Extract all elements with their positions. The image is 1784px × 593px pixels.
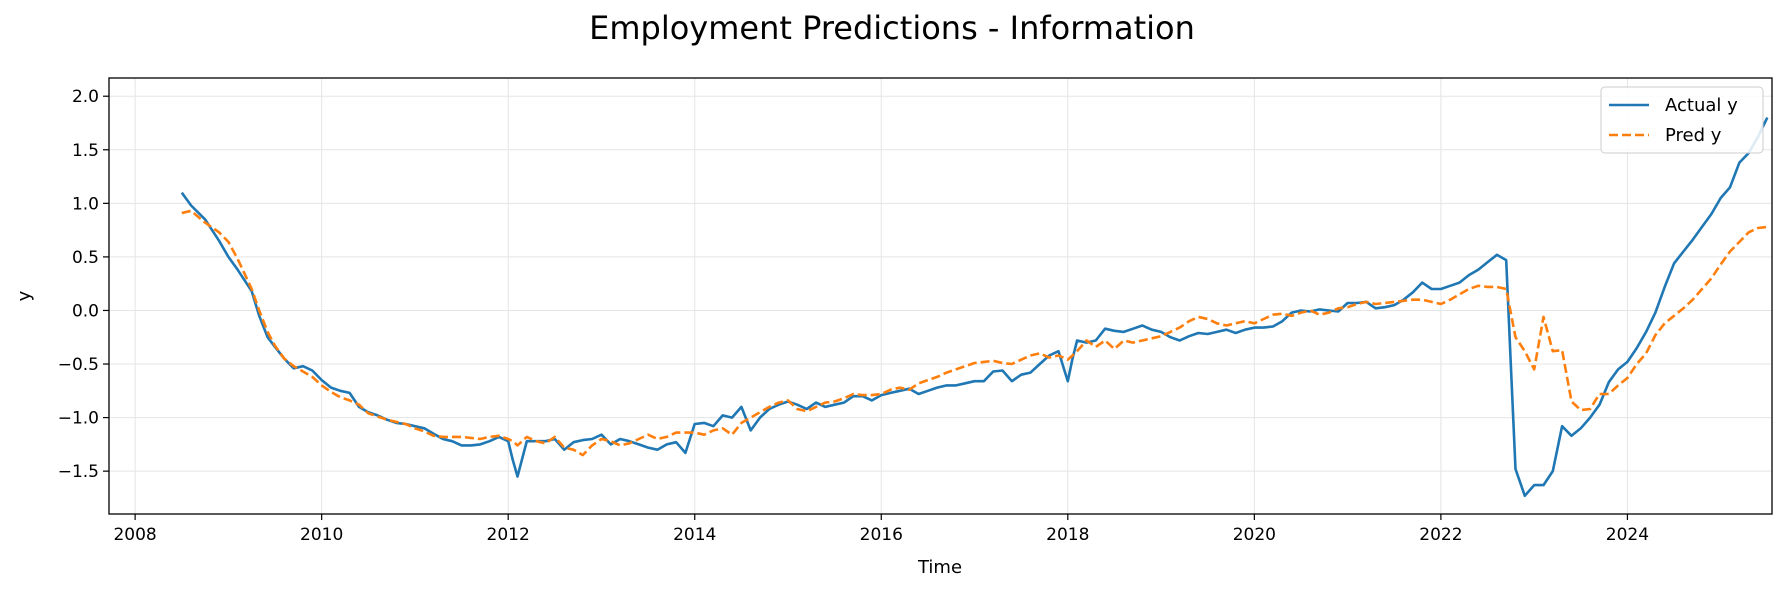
ticks: 2008 2010 2012 2014 2016 2018 2020 2022 2024 −1.5… — [58, 87, 1649, 545]
y-tick-label: 1.5 — [72, 141, 99, 161]
x-tick-label: 2008 — [113, 525, 156, 545]
x-tick-label: 2014 — [673, 525, 716, 545]
series-line-pred-y — [181, 209, 1768, 457]
x-tick-label: 2016 — [860, 525, 903, 545]
legend-label-pred: Pred y — [1665, 125, 1722, 146]
x-tick-label: 2010 — [300, 525, 343, 545]
legend-label-actual: Actual y — [1665, 95, 1738, 116]
x-axis-title: Time — [917, 557, 962, 578]
legend-box — [1600, 86, 1764, 154]
y-tick-label: −0.5 — [58, 355, 99, 375]
x-tick-label: 2018 — [1046, 525, 1089, 545]
series-layer — [180, 117, 1769, 498]
y-tick-label: 2.0 — [72, 87, 99, 107]
chart-title: Employment Predictions - Information — [589, 9, 1195, 47]
x-tick-label: 2024 — [1606, 525, 1649, 545]
legend: Actual y Pred y — [1600, 86, 1764, 154]
y-tick-label: −1.0 — [58, 409, 99, 429]
y-tick-label: −1.5 — [58, 462, 99, 482]
y-axis-title: y — [14, 290, 35, 301]
x-tick-label: 2022 — [1419, 525, 1462, 545]
x-tick-label: 2020 — [1233, 525, 1276, 545]
plot-frame — [108, 77, 1773, 515]
y-tick-label: 0.0 — [72, 301, 99, 321]
y-tick-label: 0.5 — [72, 248, 99, 268]
y-tick-label: 1.0 — [72, 194, 99, 214]
x-tick-label: 2012 — [487, 525, 530, 545]
